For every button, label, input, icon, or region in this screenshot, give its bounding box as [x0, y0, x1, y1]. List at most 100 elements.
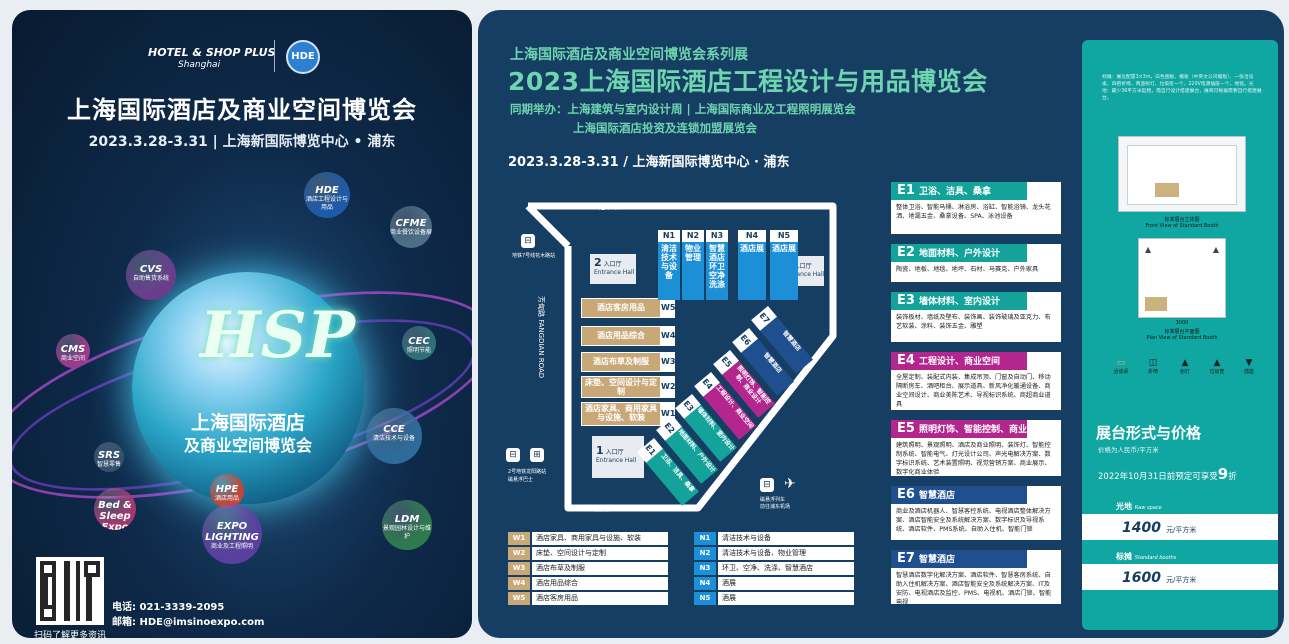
- legend-text: 酒店客房用品: [532, 592, 668, 605]
- bubble-abbr: Bed & Sleep Expo: [98, 499, 132, 530]
- standard-booth-value: 1600 元/平方米: [1082, 564, 1278, 590]
- booth-front-view: [1118, 136, 1246, 212]
- metro-huamu-label: 地铁7号线花木路站: [512, 253, 556, 259]
- exhibition-bubble: CMS 商业空间: [56, 334, 90, 368]
- promo-text: 2022年10月31日前预定可享受: [1098, 472, 1218, 482]
- contact-email[interactable]: 邮箱: HDE@imsinoexpo.com: [112, 617, 265, 628]
- hall-code: W4: [661, 326, 675, 346]
- hall-n1[interactable]: 清洁技术与设备: [658, 230, 680, 300]
- bubble-subtitle: 照明节能: [406, 346, 431, 354]
- qr-corner: [40, 605, 56, 621]
- e-card-body: 智慧酒店数字化解决方案、酒店软件、智慧客房系统、自助入住机解决方案、酒店智能安全…: [896, 572, 1052, 604]
- booth-front-caption: 标准展台立体图: [1164, 217, 1200, 223]
- booth-front-caption-en: Front View of Standard Booth: [1145, 223, 1219, 229]
- exhibition-bubble: Bed & Sleep Expo床垫展: [94, 488, 136, 530]
- spotlight-icon: ▲ 射灯: [1170, 358, 1200, 375]
- hall-code: W3: [661, 352, 675, 372]
- hall-code: W2: [661, 376, 675, 398]
- hall-n2[interactable]: 物业管理: [682, 230, 704, 300]
- std-price: 1600: [1122, 570, 1161, 586]
- e-card-header: E6 智慧酒店: [891, 486, 1027, 504]
- booth-wall: [1127, 145, 1237, 205]
- pricing-unit-note: 价格为人民币/平方米: [1098, 446, 1159, 454]
- qr-code[interactable]: [36, 557, 104, 625]
- e-card-code: E7: [897, 551, 915, 566]
- icon-label: 折椅: [1147, 369, 1158, 375]
- legend-code: N1: [694, 532, 716, 545]
- icon-label: 插座: [1243, 369, 1254, 375]
- entrance-en: Entrance Hall: [596, 457, 637, 464]
- exhibition-bubble: CCE 清洁技术与设备: [366, 408, 422, 464]
- hall-code: N1: [658, 230, 680, 242]
- hall-n3[interactable]: 智慧酒店 环卫空净洗涤: [706, 230, 728, 300]
- chair-icon: ◫ 折椅: [1138, 358, 1168, 375]
- bubble-subtitle: 商业餐饮设备展: [390, 228, 432, 236]
- e-card-header: E2 地面材料、户外设计: [891, 244, 1027, 262]
- e-card-code: E3: [897, 293, 915, 308]
- raw-label: 光地: [1116, 502, 1132, 511]
- plan-spotlight-icon: ▲: [1145, 245, 1152, 254]
- socket-icon: ▼ 插座: [1234, 358, 1264, 375]
- bubble-subtitle: 智慧零售: [96, 461, 121, 469]
- e-card-e6: E6 智慧酒店 商业及酒店机器人、智慧客控系统、电视酒店整体解决方案、酒店智能安全及…: [891, 486, 1061, 540]
- e-card-body: 整体卫浴、智能马桶、淋浴房、浴缸、智能浴镜、龙头花洒、地漏五金、桑拿设备、SPA…: [896, 204, 1051, 220]
- e-card-title: 照明灯饰、智能控制、商业设计: [897, 425, 1027, 453]
- bubble-abbr: EXPO LIGHTING: [205, 520, 259, 543]
- legend-text: 酒店布草及制服: [532, 562, 668, 575]
- e-card-title: 智慧酒店: [918, 555, 955, 565]
- bubble-subtitle: 酒店用品: [214, 494, 239, 502]
- e-card-code: E2: [897, 245, 915, 260]
- icon-glyph: ▭: [1116, 358, 1126, 368]
- exhibition-bubble: SRS 智慧零售: [94, 442, 124, 472]
- standard-booth-price: 标摊 Standard booths 1600 元/平方米: [1082, 550, 1278, 590]
- exhibition-bubble: HDE 酒店工程设计与用品: [304, 172, 350, 218]
- legend-code: W3: [508, 562, 530, 575]
- exhibition-bubble: EXPO LIGHTING 商业及工程照明: [202, 504, 262, 564]
- legend-text: 酒店家具、商用家具与设施、软装: [532, 532, 668, 545]
- hall-w1[interactable]: 酒店家具、商用家具与设施、软装: [581, 402, 661, 426]
- bin-icon: ▲ 垃圾筐: [1202, 358, 1232, 375]
- hall-code: N4: [738, 230, 766, 242]
- legend-row: N4 酒展: [694, 577, 854, 590]
- e-card-title: 工程设计、商业空间: [918, 357, 1000, 367]
- entrance-hall-2: 2 入口厅 Entrance Hall: [594, 256, 634, 276]
- legend-row: W5 酒店客房用品: [508, 592, 668, 605]
- icon-glyph: ▼: [1245, 358, 1253, 368]
- entrance-number: 2: [594, 256, 602, 269]
- road-longyang-label: 龙阳路 LONGYANG ROAD: [588, 505, 673, 513]
- entrance-label: 入口厅: [603, 261, 622, 268]
- raw-space-head: 光地 Raw space: [1082, 500, 1278, 514]
- exhibition-bubble: CEC 照明节能: [402, 326, 436, 360]
- hall-w3[interactable]: 酒店布草及制服: [581, 352, 661, 372]
- hall-code: W5: [661, 298, 675, 318]
- legend-text: 床垫、空间设计与定制: [532, 547, 668, 560]
- legend-row: W3 酒店布草及制服: [508, 562, 668, 575]
- legend-row: N3 环卫、空净、洗涤、智慧酒店: [694, 562, 854, 575]
- hall-w4[interactable]: 酒店用品综合: [581, 326, 661, 346]
- right-panel: 上海国际酒店及商业空间博览会系列展 2023上海国际酒店工程设计与用品博览会 同…: [478, 10, 1284, 638]
- qr-pattern: [40, 561, 100, 621]
- bubble-abbr: CFME: [395, 217, 427, 229]
- bubble-abbr: HDE: [315, 184, 339, 196]
- booth-icon-legend: ▭ 洽谈桌 ◫ 折椅 ▲ 射灯 ▲ 垃圾筐 ▼ 插座: [1106, 358, 1266, 388]
- pricing-title: 展台形式与价格: [1096, 424, 1202, 442]
- exhibition-bubble: CVS 自助售货系统: [126, 250, 176, 300]
- logo-row: HOTEL & SHOP PLUS Shanghai HDE: [12, 38, 472, 78]
- e-card-body: 建筑照明、景观照明、酒店及商业照明、装饰灯、智能控制系统、智能电气、灯光设计公司…: [896, 442, 1051, 476]
- legend-row: W4 酒店用品综合: [508, 577, 668, 590]
- hall-w5[interactable]: 酒店客房用品: [581, 298, 661, 318]
- exhibition-bubble: HPE 酒店用品: [210, 474, 244, 508]
- booth-strip: 标摊：展位配置3×3m，白色围板、楣板（中英文公司楣板）、一张洽谈桌、四把折椅、…: [1082, 40, 1278, 630]
- metro-icon: ⊟: [521, 234, 535, 248]
- bubble-subtitle: 清洁技术与设备: [372, 434, 415, 442]
- hall-w2[interactable]: 床垫、空间设计与定制: [581, 376, 661, 398]
- entrance-number: 1: [596, 444, 604, 457]
- hsp-sphere: [132, 272, 364, 504]
- e-card-code: E1: [897, 183, 915, 198]
- plan-spotlight-icon: ▲: [1212, 245, 1219, 254]
- legend-text: 清洁技术与设备、物业管理: [718, 547, 854, 560]
- exhibition-bubble: LDM 景观园林设计与维护: [382, 500, 432, 550]
- e-card-e2: E2 地面材料、户外设计 陶瓷、地板、地毯、地坪、石材、马赛克、户外家具: [891, 244, 1061, 282]
- hsp-mark: HSP: [200, 298, 355, 373]
- icon-label: 射灯: [1179, 369, 1190, 375]
